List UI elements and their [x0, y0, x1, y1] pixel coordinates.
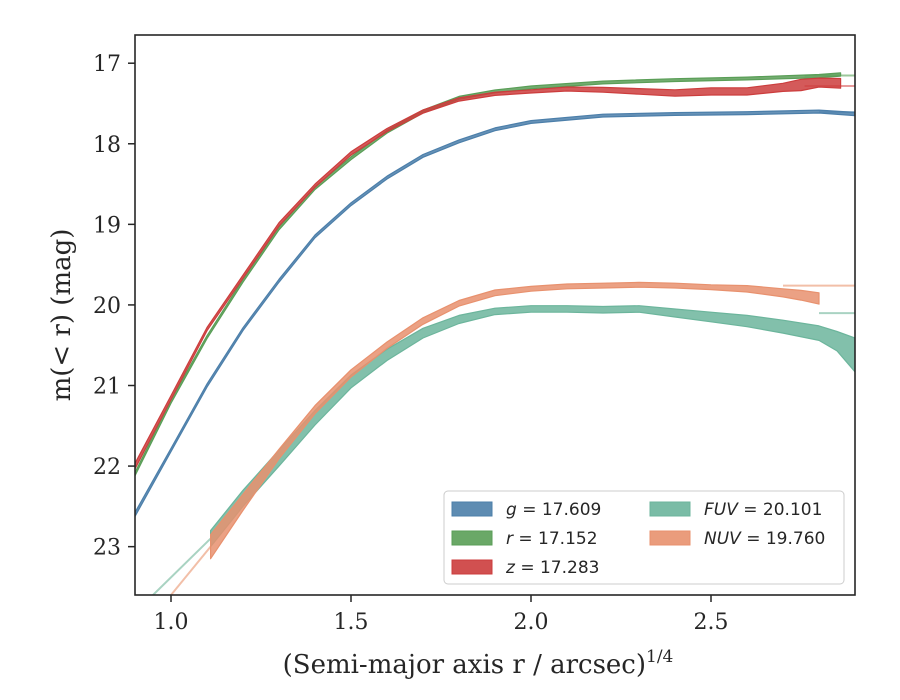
- legend-swatch-g: [451, 501, 493, 517]
- y-tick-label: 19: [93, 213, 121, 238]
- series-band-z: [135, 77, 842, 470]
- legend-swatch-fuv: [649, 501, 691, 517]
- series-layer: [135, 72, 855, 595]
- series-band-r: [135, 72, 842, 477]
- x-axis-title: (Semi-major axis r / arcsec)1/4: [283, 647, 674, 680]
- legend-label-g: g = 17.609: [506, 500, 601, 520]
- series-band-nuv: [210, 281, 820, 560]
- x-tick-label: 2.0: [514, 610, 549, 635]
- y-tick-label: 22: [93, 455, 121, 480]
- x-axis: 1.0 1.5 2.0 2.5: [154, 595, 729, 635]
- legend-label-z: z = 17.283: [505, 558, 599, 578]
- legend-label-r: r = 17.152: [506, 529, 598, 549]
- fit-extension-fuv: [152, 537, 212, 595]
- y-tick-label: 18: [93, 133, 121, 158]
- legend-swatch-z: [451, 559, 493, 575]
- fit-extension-nuv: [170, 546, 212, 595]
- legend-label-fuv: FUV = 20.101: [704, 500, 822, 520]
- y-tick-label: 23: [93, 536, 121, 561]
- x-tick-label: 1.0: [154, 610, 189, 635]
- legend-box: [443, 490, 845, 585]
- series-band-g: [135, 109, 855, 517]
- legend-swatch-nuv: [649, 530, 691, 546]
- x-tick-label: 1.5: [334, 610, 369, 635]
- y-tick-label: 21: [93, 375, 121, 400]
- series-band-fuv: [210, 305, 855, 548]
- legend: g = 17.609 r = 17.152 z = 17.283 FUV = 20.1…: [443, 490, 845, 585]
- y-axis-title: m(< r) (mag): [47, 229, 77, 402]
- x-tick-label: 2.5: [694, 610, 729, 635]
- y-tick-label: 20: [93, 294, 121, 319]
- plot-frame: [134, 34, 856, 596]
- y-axis: 17 18 19 20 21 22 23: [93, 52, 135, 561]
- y-tick-label: 17: [93, 52, 121, 77]
- legend-label-nuv: NUV = 19.760: [704, 529, 825, 549]
- legend-swatch-r: [451, 530, 493, 546]
